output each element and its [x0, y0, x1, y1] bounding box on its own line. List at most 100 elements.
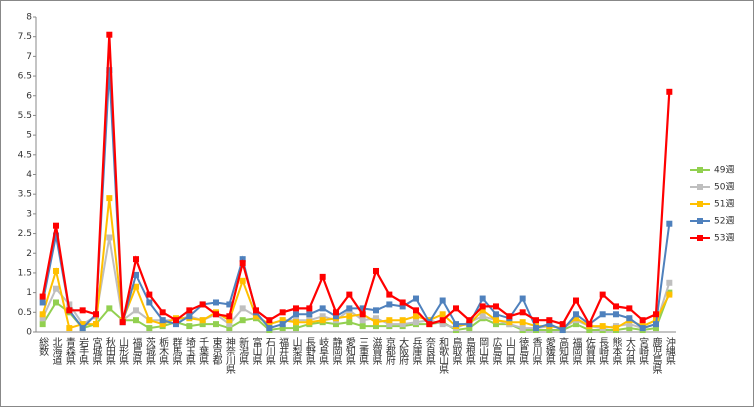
data-point [359, 311, 366, 318]
data-point [106, 305, 113, 312]
x-tick-label: 長崎県 [597, 337, 609, 366]
x-tick-label: 鳥取県 [450, 336, 462, 366]
data-point [479, 307, 486, 314]
x-tick-label: 神奈川県 [223, 336, 235, 375]
x-tick-label: 鹿児島県 [650, 336, 662, 375]
x-tick-label: 岡山県 [477, 337, 489, 366]
y-tick-label: 0.5 [18, 308, 32, 318]
data-point [199, 317, 206, 324]
data-point [333, 313, 339, 320]
x-tick-label: 愛媛県 [543, 336, 555, 366]
y-tick-label: 3.5 [18, 190, 32, 200]
x-tick-label: 千葉県 [197, 337, 209, 366]
y-tick-label: 2.5 [18, 229, 32, 239]
data-point [146, 325, 153, 332]
data-point [239, 305, 246, 312]
y-tick-label: 3 [26, 209, 32, 219]
data-point [573, 311, 579, 318]
y-tick-label: 1.5 [18, 268, 32, 278]
data-point [493, 321, 499, 328]
x-tick-label: 熊本県 [610, 336, 622, 366]
data-point [439, 321, 446, 328]
data-point [266, 325, 273, 332]
data-point [346, 291, 353, 298]
x-tick-label: 新潟県 [237, 336, 249, 366]
data-point [226, 325, 233, 332]
data-point [106, 31, 113, 38]
y-tick-label: 2 [26, 249, 32, 259]
x-tick-label: 石川県 [263, 337, 275, 366]
data-point [253, 307, 259, 314]
y-tick-label: 0 [26, 328, 32, 338]
data-point [106, 67, 113, 74]
data-point [346, 319, 353, 326]
y-tick-label: 7 [26, 52, 32, 62]
data-point [586, 327, 593, 334]
data-point [146, 299, 153, 306]
data-point [146, 317, 153, 324]
x-tick-label: 香川県 [530, 337, 542, 366]
x-tick-label: 富山県 [250, 336, 262, 366]
data-point [666, 88, 673, 95]
data-point [546, 327, 553, 334]
data-point [173, 321, 179, 328]
x-tick-label: 宮崎県 [637, 336, 649, 366]
data-point [119, 319, 126, 326]
legend-label: 53週 [714, 233, 734, 244]
data-point [106, 195, 113, 202]
data-point [599, 323, 606, 330]
data-point [653, 321, 659, 328]
data-point [159, 321, 166, 328]
data-point [226, 321, 233, 328]
x-tick-label: 佐賀県 [583, 337, 595, 366]
data-point [199, 301, 206, 308]
data-point [39, 321, 46, 328]
data-point [293, 319, 299, 326]
data-point [639, 317, 646, 324]
data-point [319, 313, 326, 320]
x-tick-label: 大阪府 [397, 336, 409, 366]
data-point [666, 279, 673, 286]
x-tick-label: 愛知県 [343, 336, 355, 366]
data-point [373, 267, 379, 274]
data-point [346, 305, 353, 312]
legend-marker [697, 218, 703, 224]
data-point [279, 321, 286, 328]
x-tick-label: 栃木県 [157, 336, 169, 366]
y-tick-label: 4.5 [18, 150, 32, 160]
data-point [226, 301, 233, 308]
data-point [213, 311, 219, 318]
data-point [79, 325, 86, 332]
x-tick-label: 静岡県 [330, 336, 342, 366]
data-point [399, 321, 406, 328]
data-point [186, 307, 193, 314]
x-tick-label: 山形県 [117, 337, 129, 366]
data-point [653, 325, 659, 332]
data-point [666, 291, 673, 298]
data-point [319, 305, 326, 312]
data-point [413, 313, 419, 320]
data-point [533, 325, 539, 332]
data-point [66, 325, 73, 332]
data-point [213, 321, 219, 328]
x-tick-label: 和歌山県 [437, 337, 449, 375]
data-point [293, 325, 299, 332]
data-point [493, 311, 499, 318]
data-point [479, 313, 486, 320]
data-point [359, 323, 366, 330]
data-point [106, 234, 113, 241]
x-tick-label: 徳島県 [517, 336, 529, 366]
data-point [239, 260, 246, 267]
data-point [413, 307, 419, 314]
data-point [373, 315, 379, 322]
data-point [53, 285, 59, 292]
x-tick-label: 福岡県 [570, 336, 582, 366]
data-point [39, 311, 46, 318]
data-point [333, 309, 339, 316]
data-point [613, 303, 619, 310]
data-point [133, 283, 139, 290]
x-tick-label: 埼玉県 [183, 336, 195, 366]
data-point [466, 317, 473, 324]
y-tick-label: 8 [26, 13, 32, 23]
x-tick-label: 滋賀県 [370, 336, 382, 366]
